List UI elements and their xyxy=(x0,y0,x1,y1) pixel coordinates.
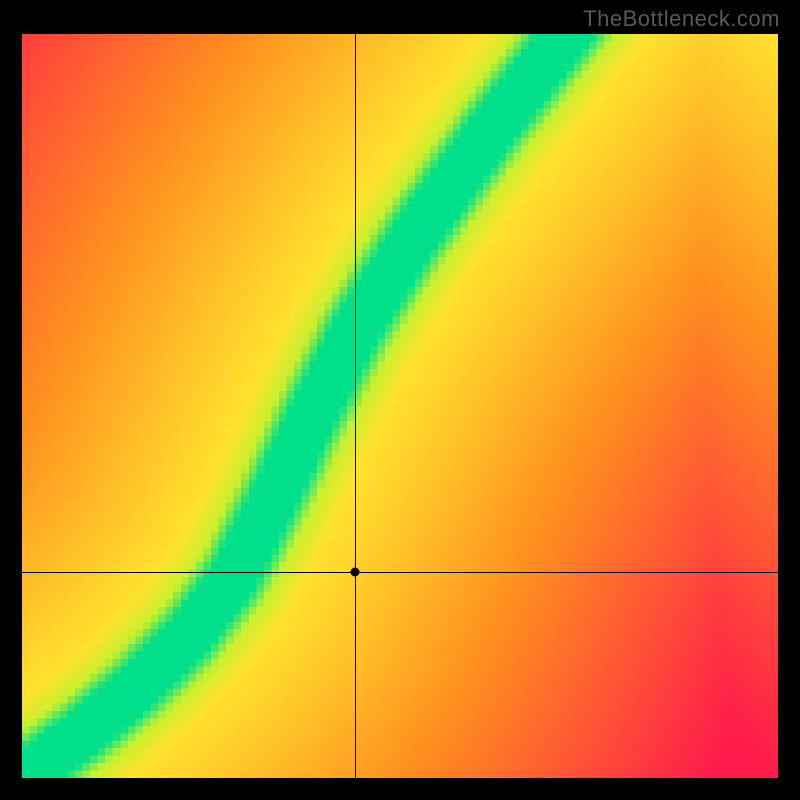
watermark-text: TheBottleneck.com xyxy=(583,6,780,32)
chart-container: TheBottleneck.com xyxy=(0,0,800,800)
marker-dot xyxy=(350,567,359,576)
crosshair-horizontal xyxy=(22,572,778,573)
heatmap-canvas xyxy=(22,34,778,778)
plot-area xyxy=(22,34,778,778)
crosshair-vertical xyxy=(355,34,356,778)
